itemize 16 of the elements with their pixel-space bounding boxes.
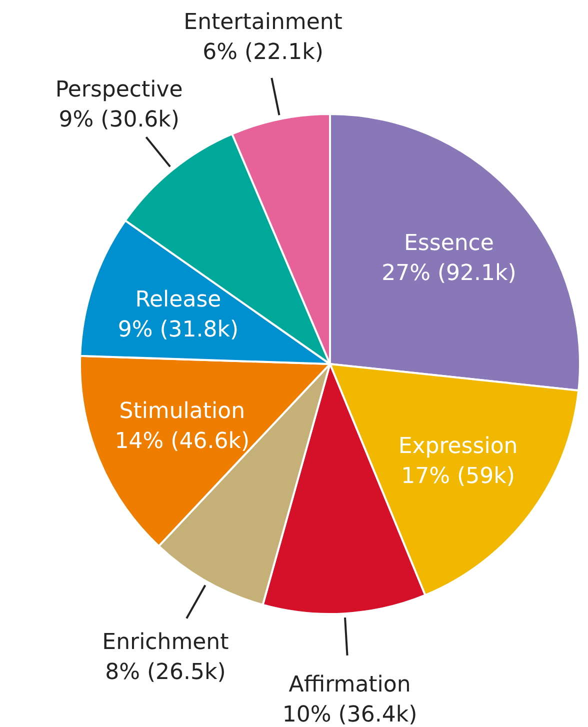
data-label: 10% (36.4k)	[282, 702, 418, 727]
data-label: 9% (30.6k)	[58, 108, 180, 133]
data-label: 6% (22.1k)	[202, 40, 324, 65]
data-label: 17% (59k)	[401, 464, 515, 489]
slice-label: Essence	[404, 231, 494, 256]
data-label: 8% (26.5k)	[105, 660, 226, 685]
slice-label: Entertainment	[184, 10, 343, 35]
data-label: 27% (92.1k)	[382, 261, 516, 286]
slice-label: Affirmation	[288, 672, 411, 698]
data-label: 14% (46.6k)	[114, 429, 250, 454]
slice-label: Stimulation	[119, 399, 246, 424]
slice-label: Enrichment	[102, 630, 230, 655]
slice-label: Expression	[398, 434, 518, 459]
slice-label: Perspective	[55, 78, 183, 103]
slice-label: Release	[135, 287, 222, 312]
data-label: 9% (31.8k)	[118, 317, 239, 342]
